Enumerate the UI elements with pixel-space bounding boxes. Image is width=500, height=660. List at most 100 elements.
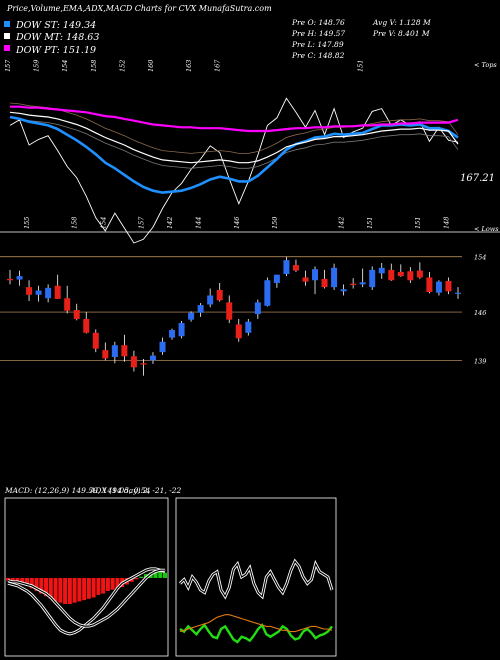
candle-body <box>312 269 319 281</box>
adx-line <box>179 614 333 633</box>
info-close: Pre C: 148.82 <box>291 51 345 60</box>
tops-tag: < Tops <box>474 61 497 69</box>
info-open: Pre O: 148.76 <box>291 18 345 27</box>
top-label: 167 <box>214 59 222 72</box>
candle-body <box>397 271 404 277</box>
macd-histogram-bar <box>53 578 58 602</box>
candle-body <box>369 269 376 288</box>
top-label: 152 <box>118 60 126 72</box>
macd-histogram-bar <box>143 574 148 578</box>
top-label: 158 <box>90 60 98 72</box>
macd-histogram-bar <box>96 578 101 595</box>
candle-body <box>92 332 99 349</box>
low-labels: 155 158 154 157 142 144 146 150 142 151 151 148 <box>23 216 450 229</box>
macd-histogram-bar <box>91 578 96 598</box>
candle-body <box>435 281 442 293</box>
info-avg-volume: Avg V: 1.128 M <box>372 18 431 27</box>
macd-histogram-bar <box>115 578 120 589</box>
low-label: 151 <box>366 217 374 229</box>
legend-pt: DOW PT: 151.19 <box>15 45 96 56</box>
candle-body <box>235 324 242 339</box>
candle-body <box>426 277 433 292</box>
candle-body <box>111 345 118 357</box>
candle-body <box>26 287 33 295</box>
price-info: Pre O: 148.76 Pre H: 149.57 Pre L: 147.8… <box>291 18 431 60</box>
macd-histogram-bar <box>129 578 134 582</box>
legend-swatch-st <box>4 21 10 27</box>
candle-body <box>121 345 128 357</box>
candle-body <box>445 280 452 292</box>
candle-body <box>331 267 338 288</box>
candle-body <box>378 267 385 274</box>
candle-body <box>207 295 214 305</box>
macd-histogram-bar <box>134 578 139 580</box>
adx-label: ADX (14 day) 2, -21, -22 <box>89 486 182 495</box>
macd-histogram-bar <box>6 578 10 581</box>
top-labels: 157 159 154 158 152 160 163 167 151 <box>4 59 365 72</box>
macd-histogram-bar <box>25 578 30 586</box>
macd-histogram-bar <box>105 578 110 591</box>
candle-body <box>73 309 80 319</box>
adx-panel <box>178 558 334 644</box>
candle-body <box>455 292 461 294</box>
macd-histogram-bar <box>72 578 77 603</box>
macd-histogram-bar <box>153 571 158 578</box>
macd-histogram-bar <box>39 578 44 594</box>
low-label: 158 <box>71 217 79 229</box>
macd-histogram-bar <box>163 572 167 578</box>
top-label: 163 <box>185 60 193 72</box>
candle-body <box>130 356 137 368</box>
macd-histogram-bar <box>29 578 34 589</box>
ema-line-dow-mt <box>9 111 459 164</box>
macd-panel <box>6 567 167 636</box>
info-prev-volume: Pre V: 8.401 M <box>372 29 430 38</box>
top-label: 159 <box>33 60 41 72</box>
candle-body <box>416 270 423 278</box>
candle-body <box>149 355 156 361</box>
ema-line-dow-pt <box>10 105 459 133</box>
low-label: 144 <box>195 217 203 229</box>
macd-histogram-bar <box>101 578 106 594</box>
low-label: 151 <box>414 217 422 229</box>
macd-histogram-bar <box>82 578 87 601</box>
candle-body <box>321 278 328 288</box>
ema-panel <box>9 97 459 244</box>
macd-histogram-bar <box>158 571 163 578</box>
level-label: 154 <box>474 254 486 262</box>
candle-body <box>188 312 195 320</box>
top-label: 157 <box>4 59 12 72</box>
macd-histogram-bar <box>48 578 53 599</box>
macd-macd-line <box>7 568 166 635</box>
info-low: Pre L: 147.89 <box>291 40 344 49</box>
adx-dim-line <box>179 623 333 644</box>
candle-body <box>197 305 204 313</box>
candle-body <box>292 265 299 271</box>
info-high: Pre H: 149.57 <box>291 29 345 38</box>
candle-body <box>283 260 290 275</box>
candle-body <box>83 318 90 333</box>
macd-histogram-bar <box>44 578 49 597</box>
low-label: 142 <box>166 217 174 229</box>
candle-body <box>302 277 309 282</box>
candle-body <box>254 302 261 315</box>
chart-title: Price,Volume,EMA,ADX,MACD Charts for CVX… <box>6 4 272 13</box>
low-label: 148 <box>442 217 450 229</box>
candle-body <box>54 285 61 299</box>
ema-extra-line <box>9 117 459 169</box>
low-label: 154 <box>99 217 107 229</box>
lows-tag: < Lows <box>474 225 499 233</box>
level-label: 139 <box>474 357 486 365</box>
candle-panel: 154 146 139 <box>0 254 486 376</box>
low-label: 157 <box>137 216 145 229</box>
candle-body <box>340 289 347 292</box>
candle-body <box>64 298 71 311</box>
candle-body <box>226 302 233 320</box>
level-label: 146 <box>474 309 486 317</box>
price-line <box>9 97 459 244</box>
candle-body <box>216 289 223 301</box>
macd-histogram-bar <box>86 578 91 599</box>
ema-extra-line <box>9 102 459 154</box>
candle-body <box>7 278 13 281</box>
macd-histogram-bar <box>10 578 15 582</box>
macd-histogram-bar <box>139 576 144 578</box>
